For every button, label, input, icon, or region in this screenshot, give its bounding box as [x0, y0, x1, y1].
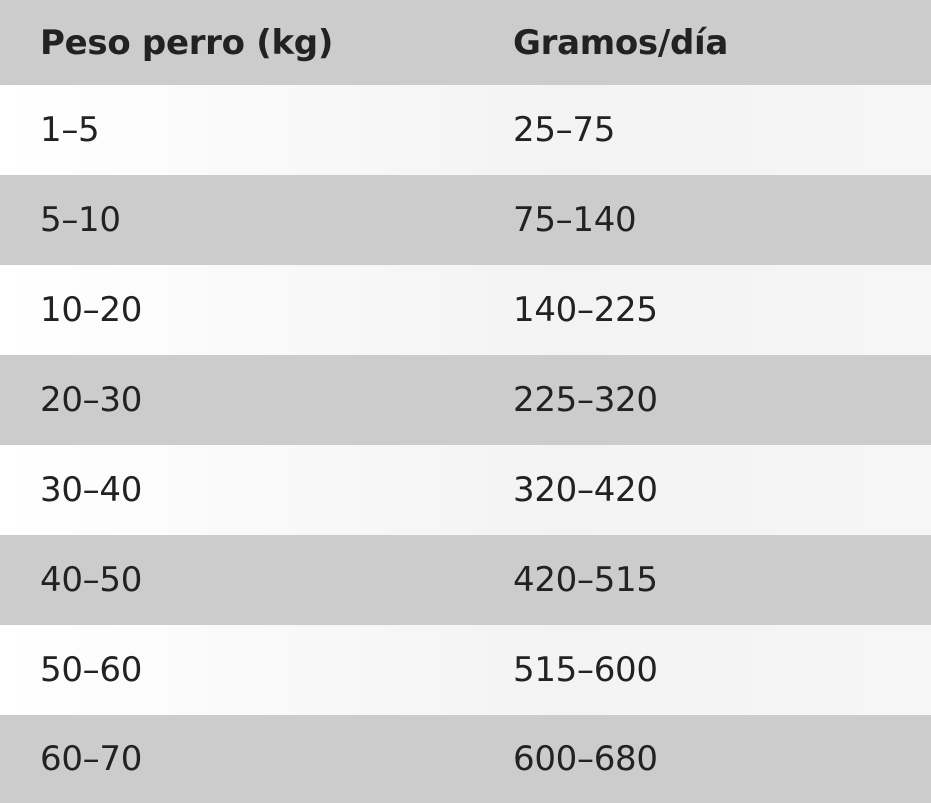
weight-cell: 20–30 — [40, 380, 143, 420]
weight-cell: 30–40 — [40, 470, 143, 510]
grams-cell: 225–320 — [513, 380, 658, 420]
table-row: 60–70 600–680 — [0, 715, 931, 803]
weight-cell: 10–20 — [40, 290, 143, 330]
table-row: 30–40 320–420 — [0, 445, 931, 535]
table-header-row: Peso perro (kg) Gramos/día — [0, 0, 931, 85]
table-row: 5–10 75–140 — [0, 175, 931, 265]
grams-cell: 420–515 — [513, 560, 658, 600]
table-row: 10–20 140–225 — [0, 265, 931, 355]
grams-cell: 75–140 — [513, 200, 637, 240]
weight-cell: 60–70 — [40, 739, 143, 779]
table-row: 20–30 225–320 — [0, 355, 931, 445]
weight-cell: 40–50 — [40, 560, 143, 600]
grams-cell: 25–75 — [513, 110, 616, 150]
table-row: 50–60 515–600 — [0, 625, 931, 715]
grams-cell: 515–600 — [513, 650, 658, 690]
header-grams-per-day: Gramos/día — [513, 22, 728, 63]
weight-cell: 50–60 — [40, 650, 143, 690]
weight-cell: 1–5 — [40, 110, 100, 150]
weight-cell: 5–10 — [40, 200, 121, 240]
grams-cell: 600–680 — [513, 739, 658, 779]
table-row: 1–5 25–75 — [0, 85, 931, 175]
header-weight: Peso perro (kg) — [40, 22, 334, 63]
grams-cell: 140–225 — [513, 290, 658, 330]
table-row: 40–50 420–515 — [0, 535, 931, 625]
grams-cell: 320–420 — [513, 470, 658, 510]
